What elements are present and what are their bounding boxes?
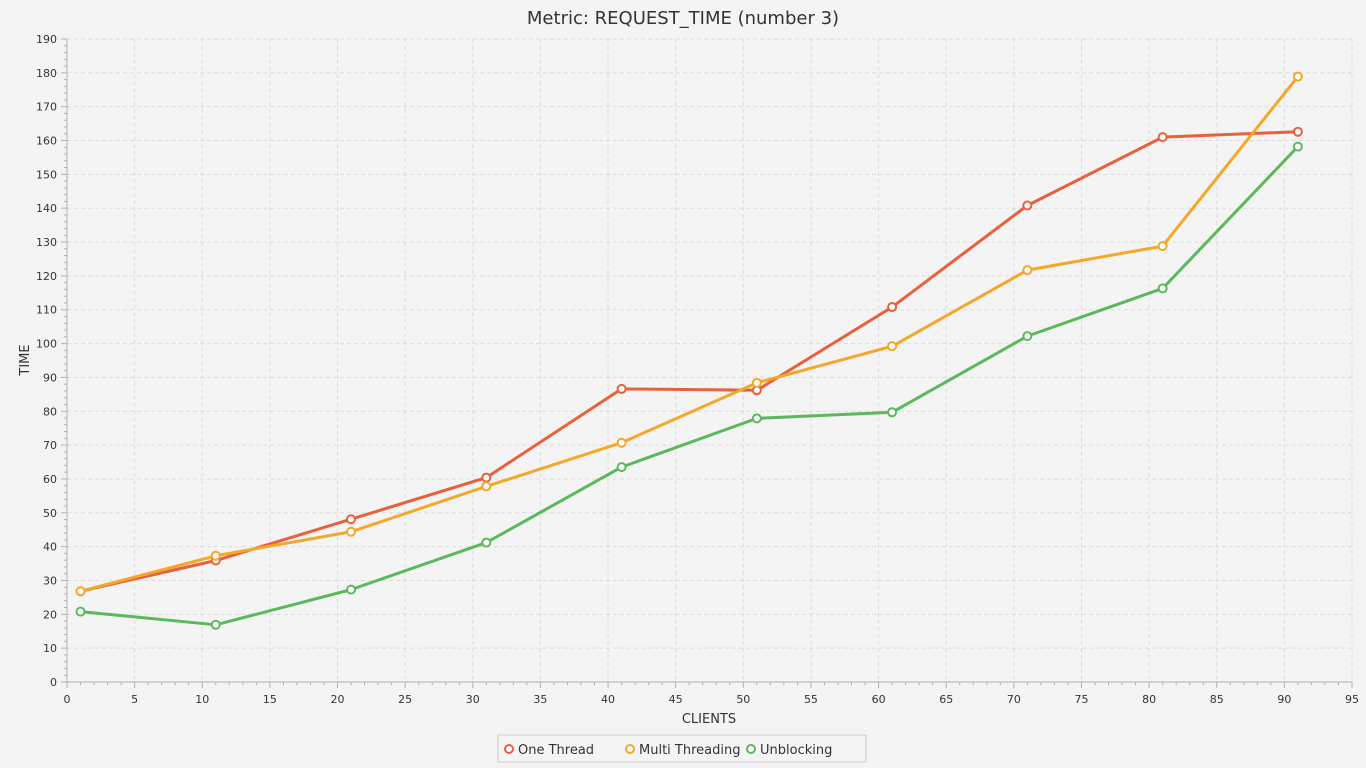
legend-marker-icon: [625, 744, 635, 754]
chart-title: Metric: REQUEST_TIME (number 3): [527, 8, 839, 29]
data-point[interactable]: [1292, 141, 1303, 152]
legend-item[interactable]: Unblocking: [746, 743, 832, 758]
series-line: [79, 75, 1300, 593]
series: [75, 71, 1303, 630]
series-unblocking: [75, 141, 1303, 630]
data-point[interactable]: [751, 377, 762, 388]
axes: [66, 39, 1352, 683]
y-tick-label: 170: [36, 101, 57, 114]
x-tick-label: 10: [195, 693, 209, 706]
data-point[interactable]: [346, 514, 357, 525]
y-tick-label: 60: [43, 473, 57, 486]
data-point[interactable]: [481, 537, 492, 548]
y-tick-label: 100: [36, 338, 57, 351]
y-tick-label: 180: [36, 67, 57, 80]
series-line: [79, 130, 1300, 593]
x-tick-label: 45: [669, 693, 683, 706]
x-tick-label: 20: [331, 693, 345, 706]
x-tick-label: 55: [804, 693, 818, 706]
legend-item[interactable]: Multi Threading: [625, 743, 740, 758]
legend-marker-icon: [504, 744, 514, 754]
x-tick-label: 60: [872, 693, 886, 706]
legend-box: [497, 734, 867, 763]
x-tick-label: 90: [1277, 693, 1291, 706]
y-tick-label: 0: [50, 676, 57, 689]
x-tick-label: 85: [1210, 693, 1224, 706]
data-point[interactable]: [75, 606, 86, 617]
x-ticks: 0 5 10 15 20 25 30 35 40 45 50 55 60 65 70 75 80 85 90 95: [64, 682, 1359, 706]
x-tick-label: 80: [1142, 693, 1156, 706]
data-point[interactable]: [1022, 265, 1033, 276]
legend: One Thread Multi Threading Unblocking: [497, 734, 867, 763]
data-point[interactable]: [616, 437, 627, 448]
data-point[interactable]: [1022, 200, 1033, 211]
x-tick-label: 70: [1007, 693, 1021, 706]
data-point[interactable]: [210, 619, 221, 630]
data-point[interactable]: [75, 586, 86, 597]
y-tick-label: 150: [36, 168, 57, 181]
y-tick-label: 90: [43, 371, 57, 384]
data-point[interactable]: [616, 462, 627, 473]
x-tick-label: 15: [263, 693, 277, 706]
series-multi-threading: [75, 71, 1303, 597]
y-tick-label: 20: [43, 608, 57, 621]
x-tick-label: 0: [64, 693, 71, 706]
y-tick-label: 130: [36, 236, 57, 249]
data-point[interactable]: [1157, 132, 1168, 143]
data-point[interactable]: [210, 550, 221, 561]
data-point[interactable]: [1292, 126, 1303, 137]
legend-label: One Thread: [518, 743, 594, 758]
x-tick-label: 30: [466, 693, 480, 706]
legend-marker-icon: [746, 744, 756, 754]
y-tick-label: 140: [36, 202, 57, 215]
x-tick-label: 75: [1074, 693, 1088, 706]
data-point[interactable]: [1292, 71, 1303, 82]
x-tick-label: 35: [533, 693, 547, 706]
data-point[interactable]: [346, 526, 357, 537]
legend-label: Unblocking: [760, 743, 832, 758]
data-point[interactable]: [1157, 241, 1168, 252]
y-tick-label: 40: [43, 541, 57, 554]
y-tick-label: 120: [36, 270, 57, 283]
series-one-thread: [75, 126, 1303, 597]
series-line: [79, 145, 1300, 627]
y-tick-label: 190: [36, 33, 57, 46]
data-point[interactable]: [346, 584, 357, 595]
x-tick-label: 50: [736, 693, 750, 706]
grid: [67, 38, 1353, 682]
y-tick-label: 50: [43, 507, 57, 520]
legend-label: Multi Threading: [639, 743, 740, 758]
data-point[interactable]: [481, 472, 492, 483]
data-point[interactable]: [616, 383, 627, 394]
data-point[interactable]: [887, 341, 898, 352]
x-tick-label: 95: [1345, 693, 1359, 706]
y-ticks: 0 10 20 30 40 50 60 70 80 90 100 110 120 130 140 150 160…: [36, 33, 67, 689]
y-tick-label: 70: [43, 439, 57, 452]
data-point[interactable]: [1157, 283, 1168, 294]
x-tick-label: 65: [939, 693, 953, 706]
y-tick-label: 10: [43, 642, 57, 655]
y-tick-label: 30: [43, 574, 57, 587]
data-point[interactable]: [751, 413, 762, 424]
x-tick-label: 25: [398, 693, 412, 706]
y-tick-label: 160: [36, 135, 57, 148]
x-tick-label: 5: [131, 693, 138, 706]
data-point[interactable]: [887, 302, 898, 313]
x-axis-label: CLIENTS: [682, 712, 736, 727]
y-axis-label: TIME: [18, 344, 33, 376]
data-point[interactable]: [1022, 331, 1033, 342]
data-point[interactable]: [887, 407, 898, 418]
x-tick-label: 40: [601, 693, 615, 706]
legend-item[interactable]: One Thread: [504, 743, 594, 758]
y-tick-label: 110: [36, 304, 57, 317]
data-point[interactable]: [481, 481, 492, 492]
y-tick-label: 80: [43, 405, 57, 418]
